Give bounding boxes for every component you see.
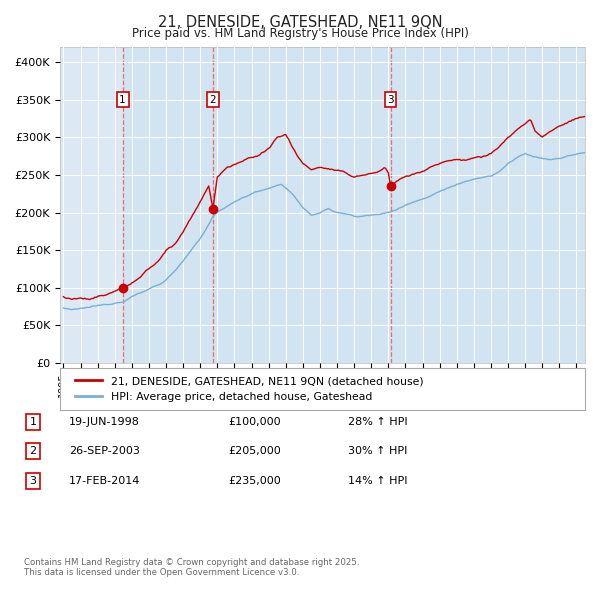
Text: £100,000: £100,000 bbox=[228, 417, 281, 427]
Text: 17-FEB-2014: 17-FEB-2014 bbox=[69, 476, 140, 486]
Text: 19-JUN-1998: 19-JUN-1998 bbox=[69, 417, 140, 427]
Text: 28% ↑ HPI: 28% ↑ HPI bbox=[348, 417, 407, 427]
Text: 3: 3 bbox=[29, 476, 37, 486]
Text: 2: 2 bbox=[209, 95, 216, 105]
Text: Price paid vs. HM Land Registry's House Price Index (HPI): Price paid vs. HM Land Registry's House … bbox=[131, 27, 469, 40]
Text: 1: 1 bbox=[119, 95, 126, 105]
Text: £205,000: £205,000 bbox=[228, 447, 281, 456]
Text: £235,000: £235,000 bbox=[228, 476, 281, 486]
Bar bbox=[391, 47, 585, 363]
Bar bbox=[122, 47, 213, 363]
Text: 26-SEP-2003: 26-SEP-2003 bbox=[69, 447, 140, 456]
Bar bbox=[213, 47, 391, 363]
Text: 3: 3 bbox=[387, 95, 394, 105]
Text: 14% ↑ HPI: 14% ↑ HPI bbox=[348, 476, 407, 486]
Text: Contains HM Land Registry data © Crown copyright and database right 2025.
This d: Contains HM Land Registry data © Crown c… bbox=[24, 558, 359, 577]
Text: 1: 1 bbox=[29, 417, 37, 427]
Text: 21, DENESIDE, GATESHEAD, NE11 9QN: 21, DENESIDE, GATESHEAD, NE11 9QN bbox=[158, 15, 442, 30]
Text: 30% ↑ HPI: 30% ↑ HPI bbox=[348, 447, 407, 456]
Text: 2: 2 bbox=[29, 447, 37, 456]
Legend: 21, DENESIDE, GATESHEAD, NE11 9QN (detached house), HPI: Average price, detached: 21, DENESIDE, GATESHEAD, NE11 9QN (detac… bbox=[71, 372, 428, 406]
